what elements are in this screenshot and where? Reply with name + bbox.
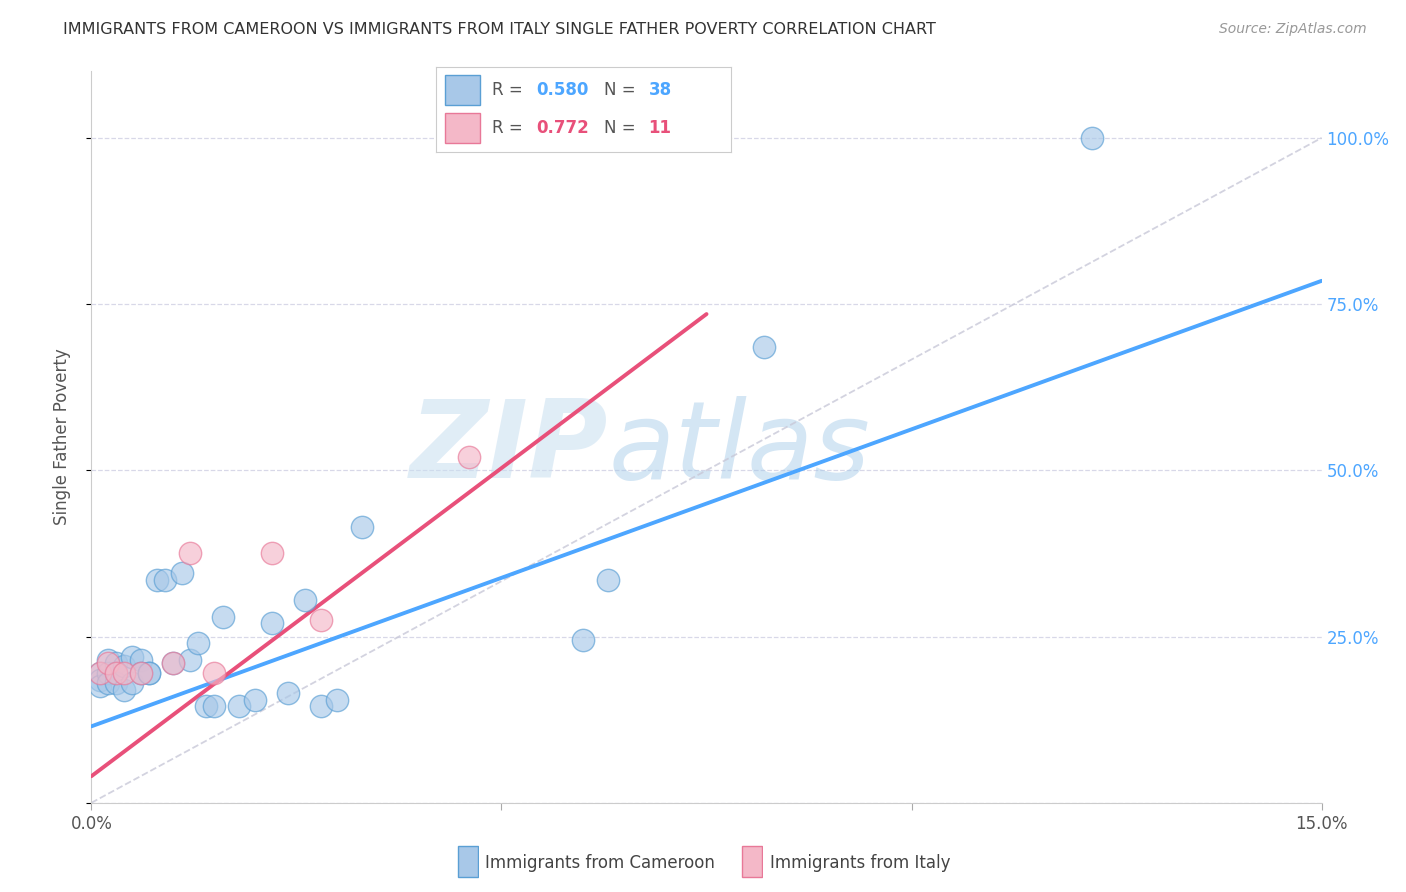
Point [112,682,135,697]
FancyBboxPatch shape [444,75,481,105]
Point [97,653,120,667]
Point [146,573,169,587]
Text: IMMIGRANTS FROM CAMEROON VS IMMIGRANTS FROM ITALY SINGLE FATHER POVERTY CORRELAT: IMMIGRANTS FROM CAMEROON VS IMMIGRANTS F… [63,22,936,37]
FancyBboxPatch shape [444,112,481,143]
Point [112,666,135,681]
Point [228,699,250,714]
Text: R =: R = [492,81,529,99]
Text: 11: 11 [648,119,672,136]
Text: N =: N = [605,81,641,99]
Point [138,666,160,681]
Point [89,666,111,681]
Point [202,666,225,681]
Point [1081,131,1104,145]
Point [260,616,283,631]
Point [326,692,349,706]
Point [179,546,201,560]
Point [187,636,209,650]
Point [121,676,143,690]
Point [162,656,184,670]
Point [97,676,120,690]
Y-axis label: Single Father Poverty: Single Father Poverty [52,349,70,525]
Point [112,659,135,673]
Point [121,649,143,664]
Text: ZIP: ZIP [409,395,607,501]
FancyBboxPatch shape [458,847,478,877]
Point [129,666,152,681]
Point [89,680,111,694]
Point [162,656,184,670]
Point [245,692,267,706]
Point [170,566,193,581]
Point [211,609,233,624]
Point [260,546,283,560]
Point [572,632,595,647]
Point [294,593,316,607]
Point [89,673,111,687]
Point [457,450,479,464]
Text: Immigrants from Cameroon: Immigrants from Cameroon [485,854,714,871]
Point [309,613,332,627]
Point [97,666,120,681]
Text: 38: 38 [648,81,672,99]
Text: Source: ZipAtlas.com: Source: ZipAtlas.com [1219,22,1367,37]
Point [105,676,127,690]
Text: 0.580: 0.580 [536,81,589,99]
Text: 0.772: 0.772 [536,119,589,136]
Text: atlas: atlas [607,395,870,500]
Point [105,666,127,681]
Text: Immigrants from Italy: Immigrants from Italy [770,854,950,871]
Point [153,573,177,587]
Point [309,699,332,714]
Point [97,656,120,670]
Point [105,666,127,681]
Point [277,686,299,700]
FancyBboxPatch shape [742,847,762,877]
Point [105,656,127,670]
Text: N =: N = [605,119,641,136]
Text: R =: R = [492,119,529,136]
Point [89,666,111,681]
Point [138,666,160,681]
Point [129,653,152,667]
Point [179,653,201,667]
Point [596,573,619,587]
Point [202,699,225,714]
Point [129,666,152,681]
Point [352,520,374,534]
Point [195,699,218,714]
Point [752,340,775,354]
